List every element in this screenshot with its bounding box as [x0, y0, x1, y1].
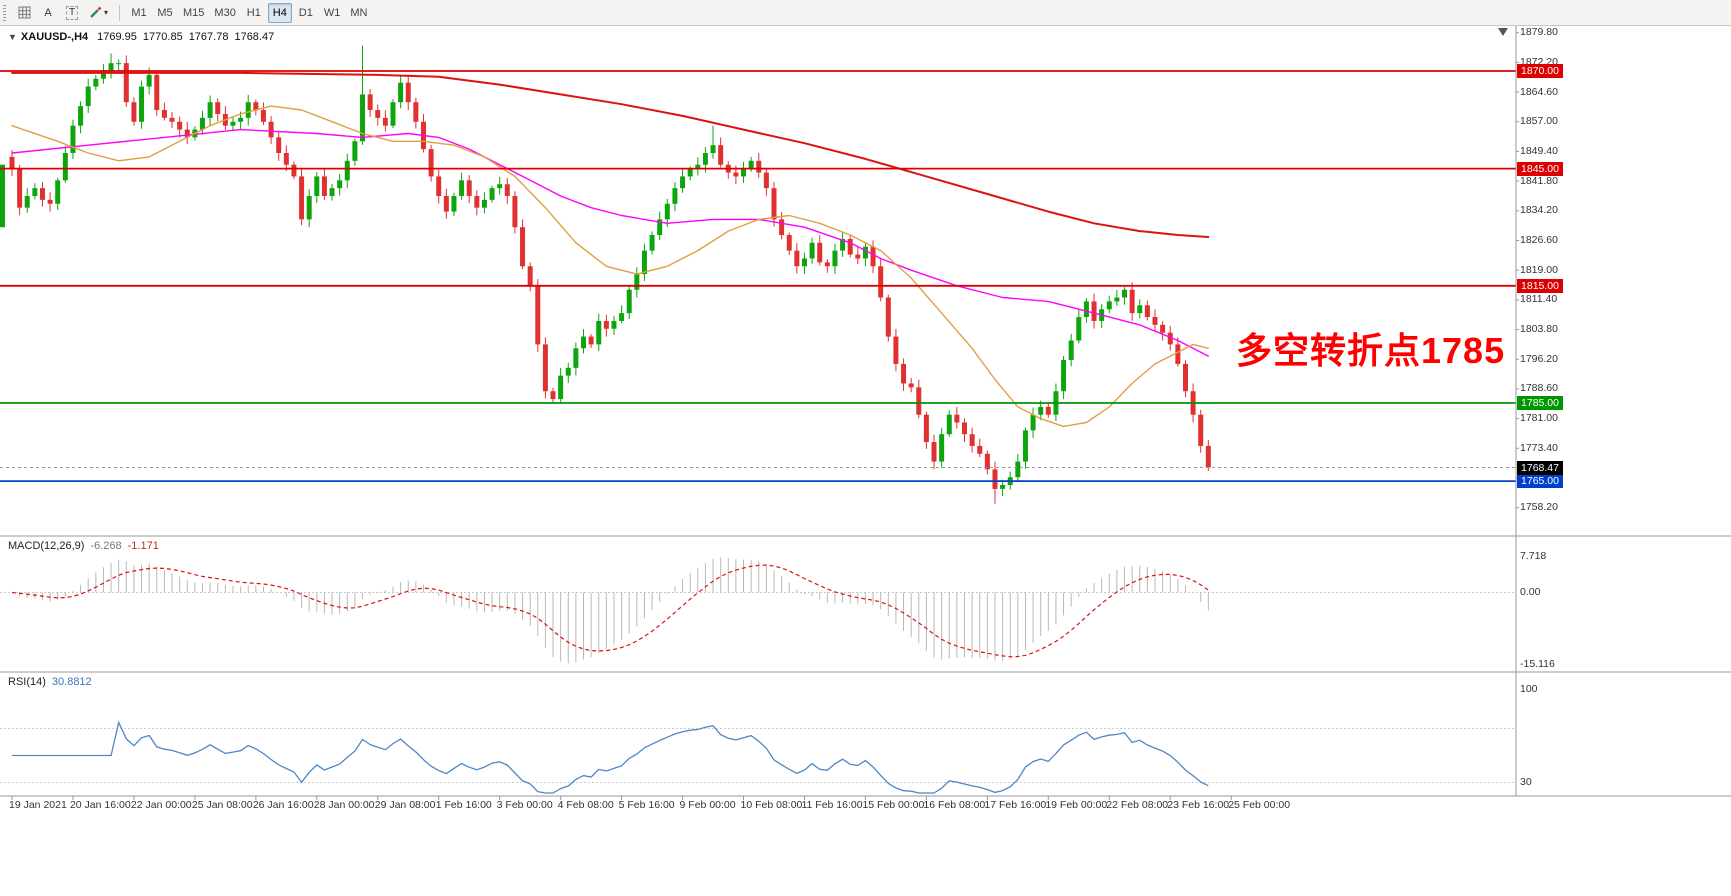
toolbar: A T ▾ M1 M5 M15 M30 H1 H4 D1 W1 MN	[0, 0, 1731, 26]
timeframe-button-MN[interactable]: MN	[346, 3, 371, 23]
rsi-header: RSI(14) 30.8812	[8, 676, 92, 688]
macd-main-value: -6.268	[90, 540, 122, 552]
text-tool-button[interactable]: A	[37, 3, 59, 23]
ohlc-low: 1767.78	[188, 31, 229, 43]
timeframe-button-D1[interactable]: D1	[294, 3, 318, 23]
macd-signal-value: -1.171	[127, 540, 159, 552]
timeframe-button-M30[interactable]: M30	[210, 3, 239, 23]
dropdown-caret-icon: ▾	[104, 8, 109, 17]
macd-signal-line	[11, 564, 1209, 658]
drawing-tool-button[interactable]: ▾	[85, 3, 112, 23]
timeframe-button-M15[interactable]: M15	[179, 3, 208, 23]
ma-slow-red	[11, 71, 1210, 238]
ma-mid-orange	[11, 105, 1209, 428]
pencil-icon	[90, 6, 102, 18]
symbol-timeframe-label: XAUUSD-,H4	[20, 31, 89, 43]
letter-t-icon: T	[65, 5, 79, 20]
ma-fast-magenta	[11, 128, 1209, 357]
toolbar-drag-handle[interactable]	[3, 4, 6, 21]
grid-icon	[18, 6, 30, 19]
ohlc-high: 1770.85	[142, 31, 183, 43]
timeframe-button-M5[interactable]: M5	[153, 3, 177, 23]
letter-a-icon: A	[44, 6, 52, 19]
text-frame-tool-button[interactable]: T	[61, 3, 83, 23]
collapse-chart-icon[interactable]: ▼	[8, 32, 17, 42]
rsi-title: RSI(14)	[8, 676, 46, 688]
chart-ohlc-header: ▼ XAUUSD-,H4 1769.95 1770.85 1767.78 1768.47	[8, 31, 280, 43]
ohlc-close: 1768.47	[234, 31, 275, 43]
timeframe-button-H4[interactable]: H4	[267, 2, 292, 23]
chart-shift-marker	[1498, 28, 1508, 36]
grid-tool-button[interactable]	[13, 3, 35, 23]
rsi-value: 30.8812	[51, 676, 92, 688]
macd-header: MACD(12,26,9) -6.268 -1.171	[8, 540, 159, 552]
ohlc-open: 1769.95	[97, 31, 137, 43]
timeframe-button-M1[interactable]: M1	[127, 3, 151, 23]
timeframe-button-W1[interactable]: W1	[320, 3, 345, 23]
rsi-line	[12, 720, 1209, 794]
price-annotation-text: 多空转折点1785	[1236, 330, 1506, 371]
macd-title: MACD(12,26,9)	[8, 540, 85, 552]
timeframe-button-H1[interactable]: H1	[242, 3, 266, 23]
toolbar-separator	[119, 4, 121, 21]
